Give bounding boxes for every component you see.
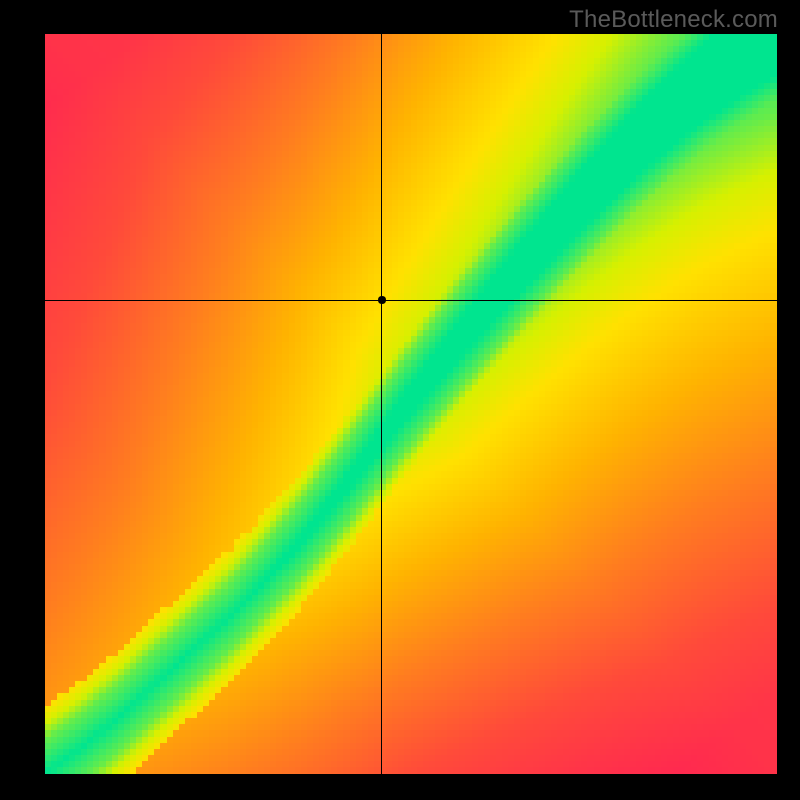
watermark-text: TheBottleneck.com bbox=[569, 6, 778, 34]
crosshair-horizontal bbox=[45, 300, 777, 301]
crosshair-vertical bbox=[381, 34, 382, 774]
heatmap-plot bbox=[45, 34, 777, 774]
chart-root: { "watermark": { "text": "TheBottleneck.… bbox=[0, 0, 800, 800]
heatmap-canvas bbox=[45, 34, 777, 774]
crosshair-marker bbox=[377, 295, 387, 305]
